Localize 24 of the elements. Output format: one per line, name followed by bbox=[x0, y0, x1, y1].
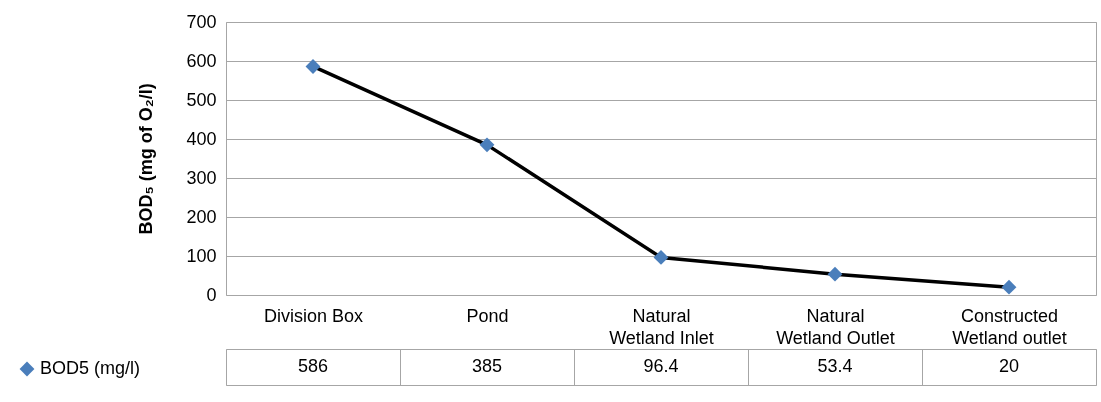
data-label: 96.4 bbox=[643, 356, 679, 376]
x-tick-label: Pond bbox=[466, 305, 509, 326]
point bbox=[1001, 279, 1017, 295]
point bbox=[479, 137, 495, 153]
x-tick-label: Division Box bbox=[263, 305, 364, 326]
data-label: 20 bbox=[998, 356, 1020, 376]
data-label: 385 bbox=[471, 356, 503, 376]
data-label: 586 bbox=[297, 356, 329, 376]
y-tick-label: 100 bbox=[186, 245, 217, 266]
y-tick-label: 700 bbox=[186, 11, 217, 32]
data-label: 53.4 bbox=[817, 356, 853, 376]
x-tick-label: Constructed Wetland outlet bbox=[952, 305, 1067, 348]
x-tick-label: Natural Wetland Outlet bbox=[776, 305, 895, 348]
y-tick-label: 300 bbox=[186, 167, 217, 188]
y-tick-label: 400 bbox=[186, 128, 217, 149]
x-tick-label: Natural Wetland Inlet bbox=[609, 305, 714, 348]
point bbox=[827, 266, 843, 282]
y-tick-label: 200 bbox=[186, 206, 217, 227]
y-tick-label: 600 bbox=[186, 50, 217, 71]
point bbox=[653, 249, 669, 265]
y-axis-title: BOD₅ (mg of O₂/l) bbox=[136, 83, 157, 235]
legend-label: BOD5 (mg/l) bbox=[40, 358, 141, 378]
y-tick-label: 500 bbox=[186, 89, 217, 110]
y-tick-label: 0 bbox=[206, 284, 217, 305]
